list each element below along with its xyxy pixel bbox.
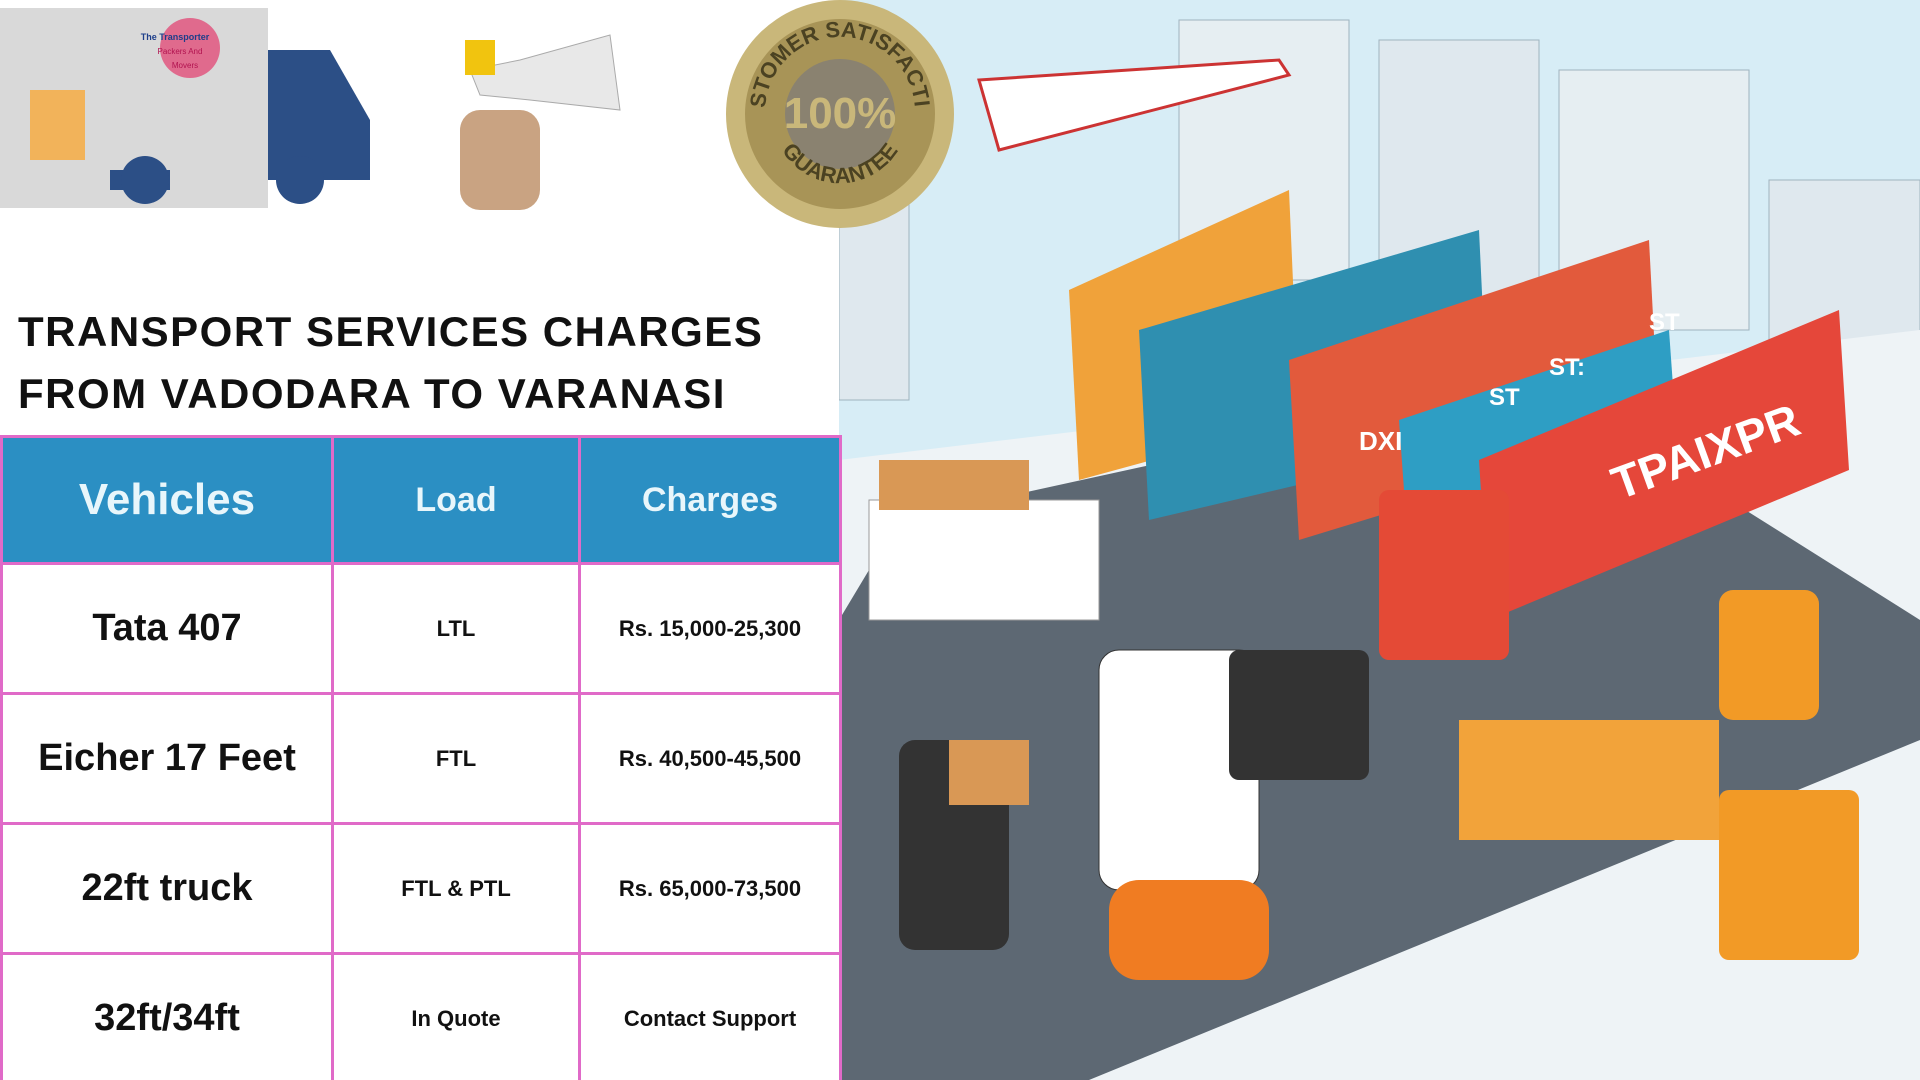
wheel <box>121 156 169 204</box>
table-row: 32ft/34ft In Quote Contact Support <box>0 952 842 1080</box>
forklift <box>1719 590 1819 720</box>
road <box>839 380 1920 1080</box>
table-cell: 32ft/34ft <box>0 952 334 1080</box>
table-cell: Rs. 40,500-45,500 <box>578 692 842 825</box>
boxes <box>879 460 1029 510</box>
table-cell: 22ft truck <box>0 822 334 955</box>
logo-text: Movers <box>172 61 198 70</box>
container-code: ST <box>1489 384 1520 411</box>
box <box>949 740 1029 805</box>
table-row: 22ft truck FTL & PTL Rs. 65,000-73,500 <box>0 822 842 955</box>
container-code: ST: <box>1549 354 1585 381</box>
truck-cab <box>268 50 370 180</box>
header-cell: Vehicles <box>0 435 334 565</box>
table-cell: Rs. 65,000-73,500 <box>578 822 842 955</box>
table-row: Eicher 17 Feet FTL Rs. 40,500-45,500 <box>0 692 842 825</box>
truck-cab <box>1379 490 1509 660</box>
flatbed-cargo <box>1459 720 1719 840</box>
table-cell: FTL <box>331 692 581 825</box>
logo-text: The Transporter <box>141 32 210 42</box>
table-cell: LTL <box>331 562 581 695</box>
building <box>839 199 910 401</box>
megaphone-handle <box>465 40 495 75</box>
table-cell: Contact Support <box>578 952 842 1080</box>
container-code: DXI <box>1359 426 1402 456</box>
table-cell: FTL & PTL <box>331 822 581 955</box>
title: FROM VADODARA TO VARANASI <box>18 370 726 417</box>
megaphone <box>469 34 621 111</box>
orange-truck <box>1719 790 1859 960</box>
charges-table: Vehicles Load Charges Tata 407 LTL Rs. 15,00… <box>0 435 842 1080</box>
table-body: Tata 407 LTL Rs. 15,000-25,300 Eicher 17 Fe… <box>0 562 842 1080</box>
airplane <box>977 58 1292 152</box>
logo-mark <box>160 18 220 78</box>
tablet <box>1229 650 1369 780</box>
container-code: ST <box>1649 309 1680 336</box>
illustration: DXI ST ST: ST TPAIXPR <box>839 0 1920 1080</box>
table-cell: Eicher 17 Feet <box>0 692 334 825</box>
seal-center-text: 100% <box>784 89 897 138</box>
logo-text: Packers And <box>158 47 203 56</box>
pickup <box>868 499 1100 621</box>
header-cell: Charges <box>578 435 842 565</box>
container-stack <box>1289 240 1659 540</box>
title: TRANSPORT SERVICES CHARGES <box>18 308 764 355</box>
table-row: Tata 407 LTL Rs. 15,000-25,300 <box>0 562 842 695</box>
header-cell: Load <box>331 435 581 565</box>
header-graphics: The Transporter Packers And Movers CUSTO… <box>0 0 954 228</box>
seal-center <box>785 59 895 169</box>
cart <box>1109 880 1269 980</box>
table-cell: Tata 407 <box>0 562 334 695</box>
wheel <box>276 156 324 204</box>
table-cell: In Quote <box>331 952 581 1080</box>
table-cell: Rs. 15,000-25,300 <box>578 562 842 695</box>
red-container <box>1479 310 1849 620</box>
hand <box>460 110 540 210</box>
box <box>30 90 85 160</box>
header-row: Vehicles Load Charges <box>0 435 842 565</box>
